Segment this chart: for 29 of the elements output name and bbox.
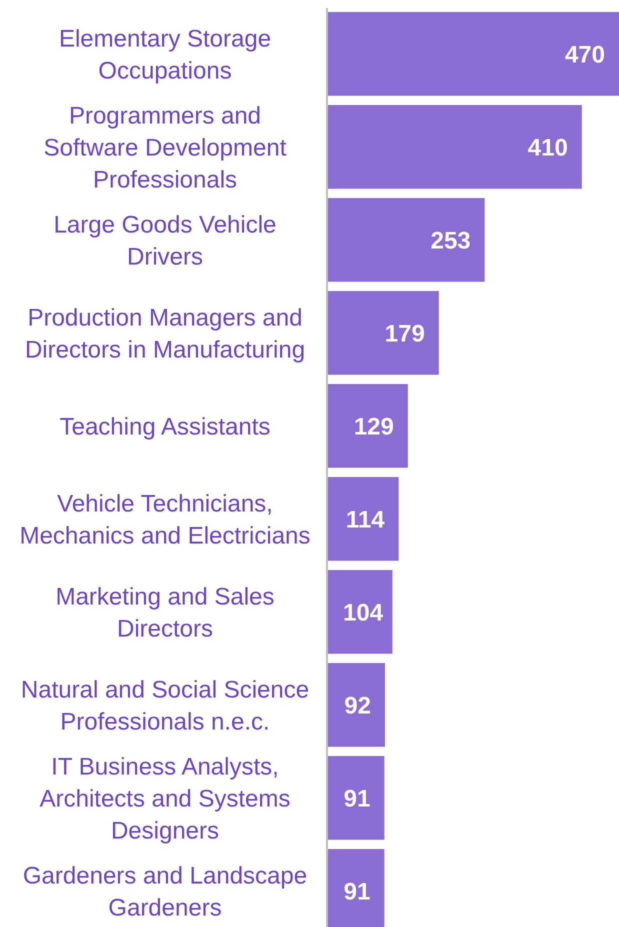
y-tick-label: Large Goods Vehicle Drivers [54,211,276,270]
bar [328,756,384,840]
y-tick-label: Teaching Assistants [60,413,270,440]
bar [328,570,392,654]
data-label: 470 [564,41,606,68]
bar [328,477,399,561]
y-tick-label: Elementary Storage Occupations [58,25,272,84]
data-label: 179 [384,320,425,348]
bar [328,663,385,747]
data-label: 253 [430,227,471,254]
data-label: 114 [346,506,386,534]
bar [328,105,582,189]
data-label: 410 [528,134,568,162]
data-label: 92 [344,692,371,720]
bar [328,12,619,96]
data-label: 91 [344,785,370,812]
y-tick-label: Vehicle Technicians, Mechanics and Electricians [20,490,310,550]
bar [328,198,485,282]
bar [328,384,408,468]
y-tick-label: Programmers and Software Development Professionals [44,102,287,194]
data-label: 104 [343,599,384,626]
y-tick-label: Natural and Social Science Professionals n.e.c. [20,676,310,736]
y-tick-label: Marketing and Sales Directors [56,583,274,642]
data-label: 129 [354,413,394,440]
data-label: 91 [344,878,370,906]
bar [328,291,439,375]
y-tick-label: Production Managers and Directors in Manufacturing [24,304,306,364]
y-tick-label: Gardeners and Landscape Gardeners [22,862,308,922]
y-tick-label: IT Business Analysts, Architects and Systems Designers [40,753,290,844]
